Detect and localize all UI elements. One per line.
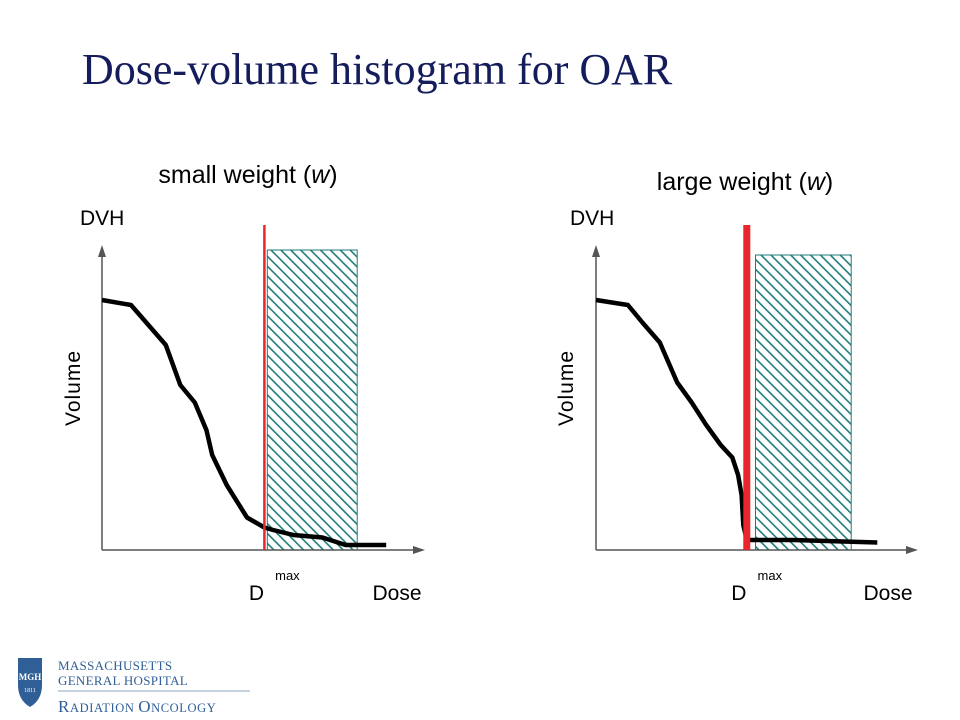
y-axis-label-2: Volume [555, 350, 578, 426]
chart-title-1: small weight (w) [158, 161, 337, 189]
x-axis-arrow-icon [413, 546, 425, 554]
shield-label: MGH [19, 672, 42, 682]
dmax-label-1: D [249, 582, 264, 605]
y-axis-label-1: Volume [62, 350, 85, 426]
dvh-label-1: DVH [80, 207, 124, 230]
hatched-region-2 [755, 254, 852, 551]
mgh-logo: MGH 1811 MASSACHUSETTS GENERAL HOSPITAL … [18, 658, 250, 716]
logo-department: RADIATION ONCOLOGY [58, 697, 216, 716]
shield-year: 1811 [24, 688, 36, 694]
dmax-subscript-2: max [758, 568, 783, 583]
hatched-region-1 [266, 249, 358, 551]
y-axis-arrow-icon [592, 245, 600, 257]
dvh-label-2: DVH [570, 207, 614, 230]
dvh-curve-1 [101, 297, 387, 548]
logo-line-2: GENERAL HOSPITAL [58, 673, 188, 688]
slide-title: Dose-volume histogram for OAR [82, 45, 673, 94]
logo-line-1: MASSACHUSETTS [58, 658, 172, 673]
y-axis-arrow-icon [98, 245, 106, 257]
dmax-label-2: D [731, 582, 746, 605]
dmax-subscript-1: max [275, 568, 300, 583]
x-axis-label-1: Dose [372, 582, 421, 605]
shield-icon [18, 658, 42, 707]
x-axis-label-2: Dose [863, 582, 912, 605]
chart-title-2: large weight (w) [657, 168, 833, 196]
x-axis-arrow-icon [906, 546, 918, 554]
